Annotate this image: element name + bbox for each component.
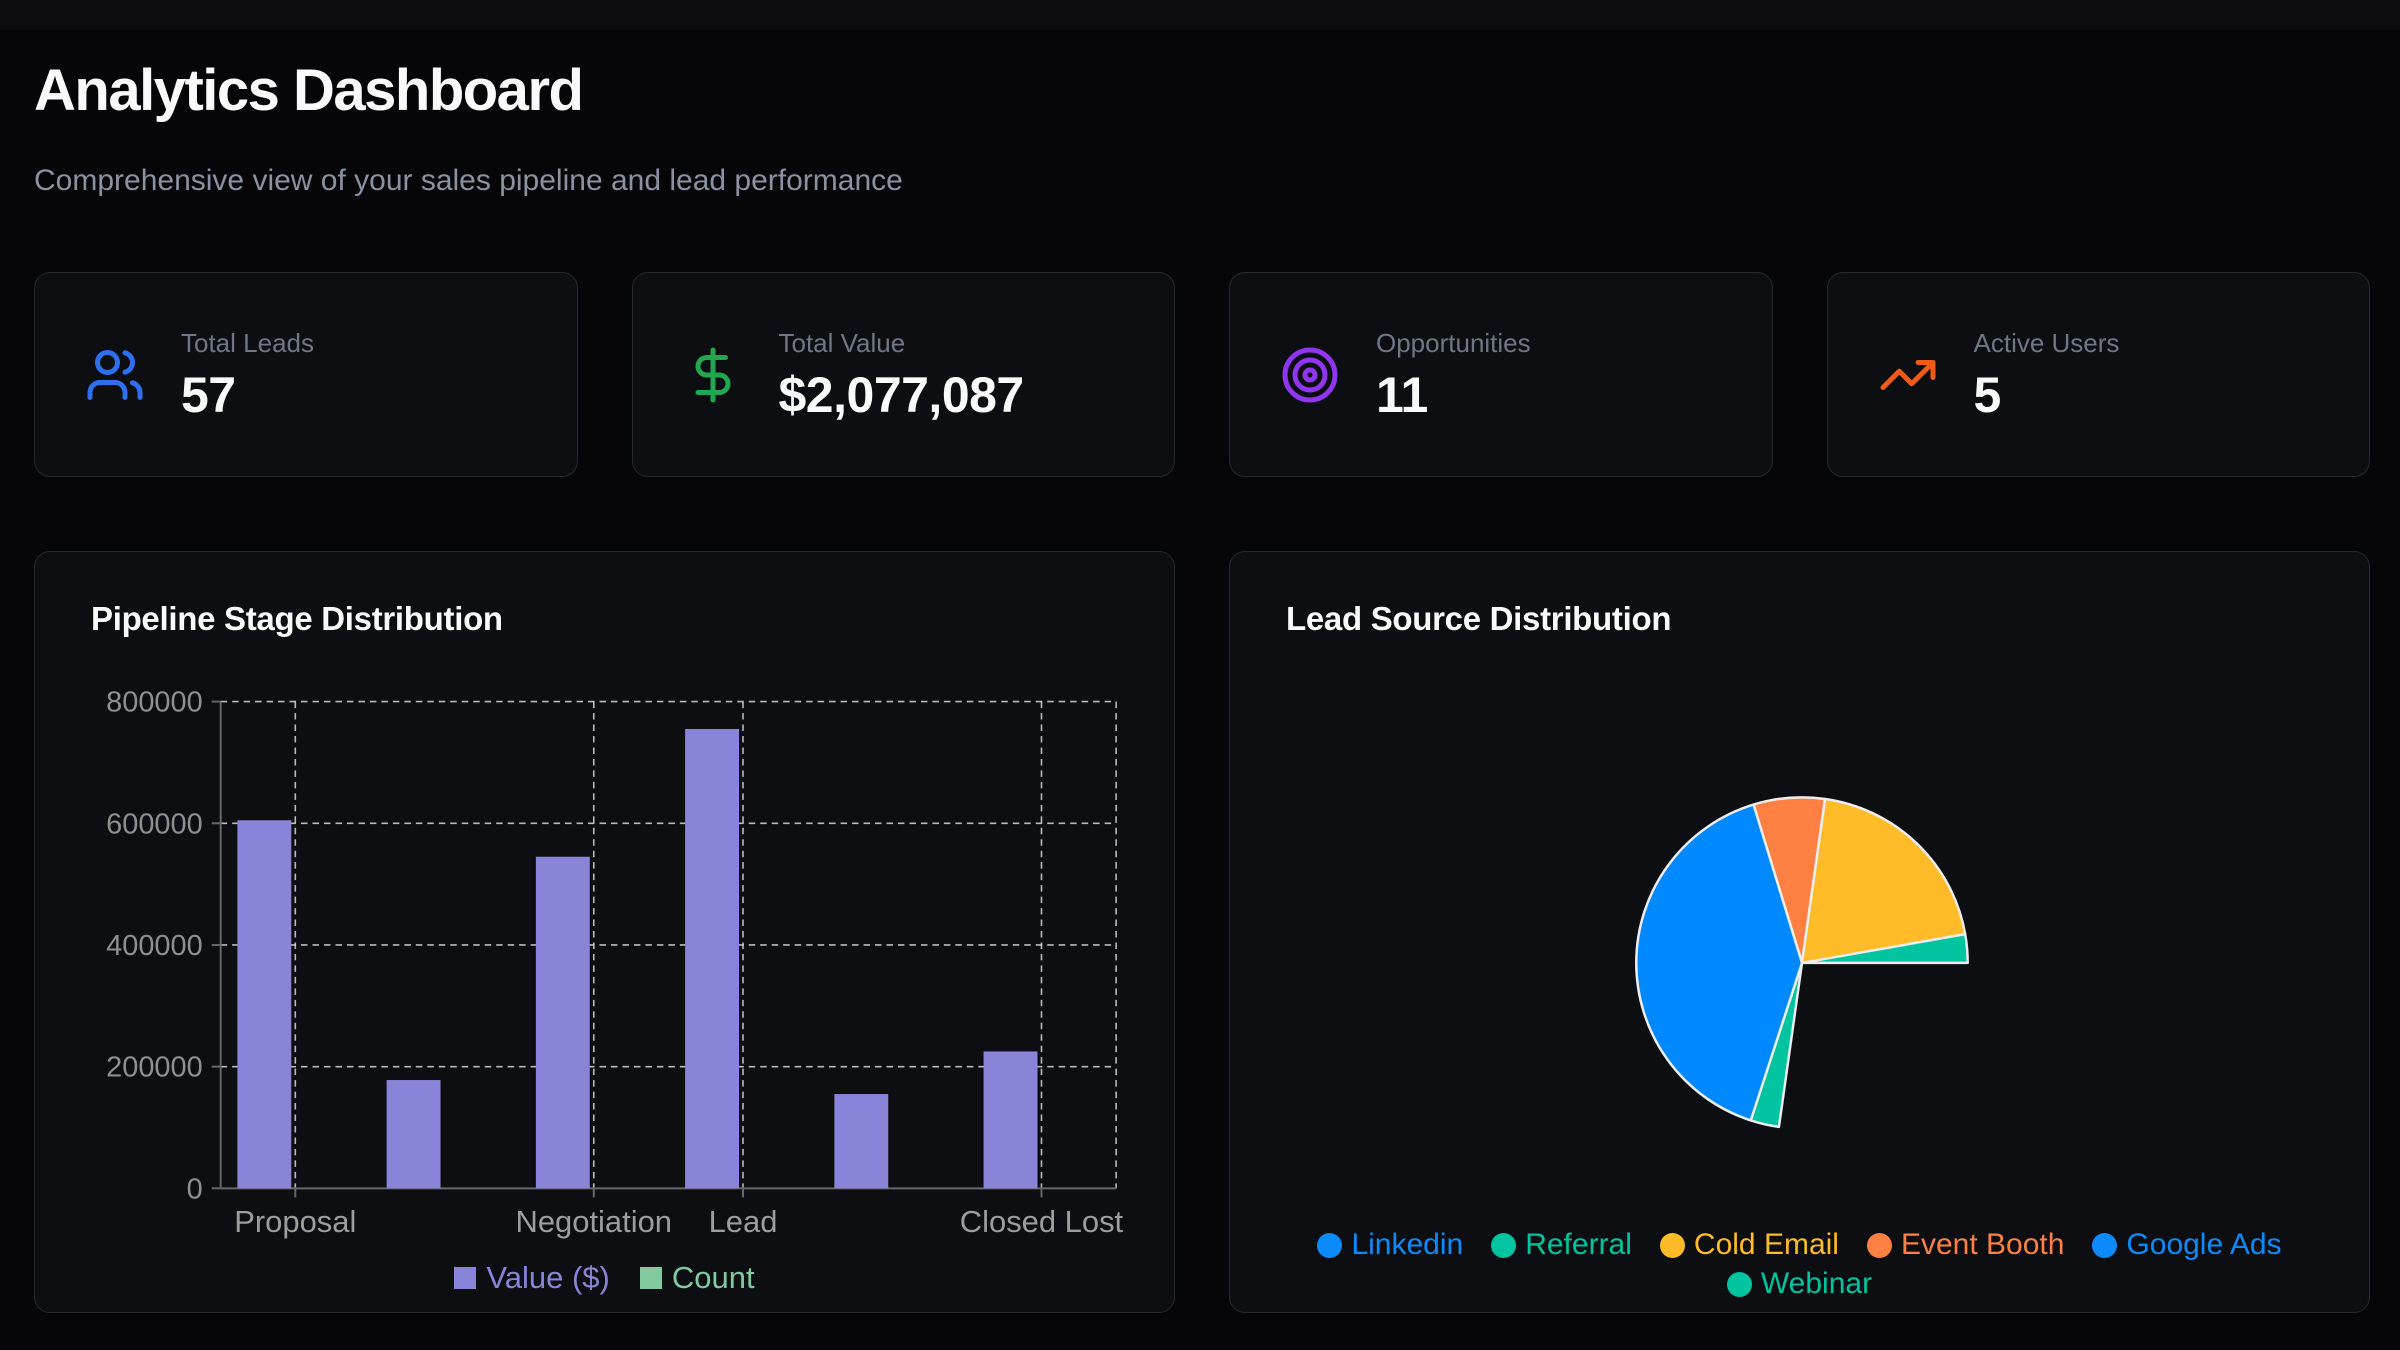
trending-up-icon — [1878, 345, 1938, 405]
bar-value[interactable] — [386, 1080, 441, 1189]
legend-swatch-icon — [454, 1266, 477, 1289]
stat-label: Active Users — [1973, 327, 2120, 358]
stat-card-opportunities: Opportunities 11 — [1229, 272, 1773, 477]
legend-row: Linkedin Referral Cold Email Event Booth Goo… — [1317, 1228, 2282, 1261]
chart-title: Pipeline Stage Distribution — [91, 600, 503, 637]
y-axis-tick-label: 0 — [187, 1173, 203, 1205]
legend-label: Referral — [1525, 1228, 1632, 1261]
stat-label: Total Leads — [181, 327, 314, 358]
legend-label: Google Ads — [2126, 1228, 2282, 1261]
x-axis-tick-label: Lead — [709, 1204, 778, 1239]
x-axis-tick-label: Negotiation — [516, 1204, 673, 1239]
legend-item: Value ($) — [454, 1262, 610, 1293]
legend-dot-icon — [1726, 1271, 1752, 1297]
legend-label: Value ($) — [486, 1260, 610, 1295]
legend-item: Webinar — [1726, 1267, 1873, 1300]
pie-slice-referral[interactable] — [1800, 932, 1969, 965]
legend-item: Cold Email — [1659, 1228, 1839, 1261]
bar-value[interactable] — [685, 728, 740, 1189]
stat-card-active-users: Active Users 5 — [1826, 272, 2370, 477]
bar-value[interactable] — [237, 820, 292, 1189]
legend-item: Event Booth — [1866, 1228, 2065, 1261]
chart-title: Lead Source Distribution — [1286, 600, 1672, 637]
pie-slice-cold-email[interactable] — [1800, 797, 1967, 965]
legend-item: Referral — [1491, 1230, 1632, 1260]
y-axis-tick-label: 200000 — [106, 1052, 203, 1084]
pie-slice-google-ads[interactable] — [1635, 803, 1804, 1122]
legend-dot-icon — [1866, 1232, 1892, 1258]
x-axis-tick-label: Proposal — [234, 1204, 356, 1239]
page-title: Analytics Dashboard — [34, 58, 584, 123]
legend-dot-icon — [1659, 1232, 1685, 1258]
legend-label: Linkedin — [1351, 1228, 1464, 1261]
y-axis-tick-label: 800000 — [106, 687, 203, 719]
y-axis-tick-label: 400000 — [106, 930, 203, 962]
target-icon — [1280, 345, 1340, 405]
legend-item: Count — [639, 1260, 755, 1295]
page-subtitle: Comprehensive view of your sales pipelin… — [34, 164, 903, 197]
bar-value[interactable] — [834, 1094, 889, 1189]
bar-value[interactable] — [535, 856, 590, 1189]
lead-source-pie-chart — [1635, 796, 1969, 1129]
dollar-sign-icon — [683, 345, 743, 405]
legend-row: Webinar — [1726, 1267, 1873, 1300]
pipeline-stage-card: Pipeline Stage Distribution 0 200000 40000… — [34, 551, 1175, 1313]
charts-row: Pipeline Stage Distribution 0 200000 40000… — [34, 551, 2370, 1313]
legend-label: Event Booth — [1900, 1228, 2065, 1261]
legend-swatch-icon — [639, 1266, 662, 1289]
legend-label: Webinar — [1760, 1267, 1873, 1300]
stat-label: Opportunities — [1376, 327, 1531, 358]
pie-chart-legend: Linkedin Referral Cold Email Event Booth Goo… — [1230, 1230, 2369, 1299]
stat-value: 11 — [1376, 366, 1428, 423]
top-strip — [0, 0, 2400, 30]
legend-item: Google Ads — [2092, 1228, 2282, 1261]
y-axis-tick-label: 600000 — [106, 808, 203, 840]
x-axis-tick-label: Closed Lost — [960, 1204, 1124, 1239]
lead-source-card: Lead Source Distribution Linkedin Referra… — [1229, 551, 2370, 1313]
legend-dot-icon — [1491, 1232, 1517, 1258]
legend-label: Count — [671, 1260, 755, 1295]
legend-label: Cold Email — [1693, 1228, 1839, 1261]
stats-row: Total Leads 57 Total Value $2,077,087 Op… — [34, 272, 2370, 477]
legend-item: Linkedin — [1317, 1230, 1463, 1260]
stat-value: 57 — [181, 366, 236, 423]
bar-chart-legend: Value ($) Count — [35, 1262, 1174, 1293]
stat-value: $2,077,087 — [778, 366, 1025, 423]
bar-value[interactable] — [983, 1051, 1038, 1189]
stat-card-total-value: Total Value $2,077,087 — [631, 272, 1175, 477]
stat-value: 5 — [1973, 366, 2002, 423]
pipeline-bar-chart: 0 200000 400000 600000 800000 Proposal Negotia… — [106, 687, 1124, 1240]
legend-dot-icon — [2092, 1232, 2118, 1258]
legend-dot-icon — [1317, 1232, 1343, 1258]
users-icon — [85, 345, 145, 405]
stat-card-total-leads: Total Leads 57 — [34, 272, 578, 477]
stat-label: Total Value — [778, 327, 906, 358]
